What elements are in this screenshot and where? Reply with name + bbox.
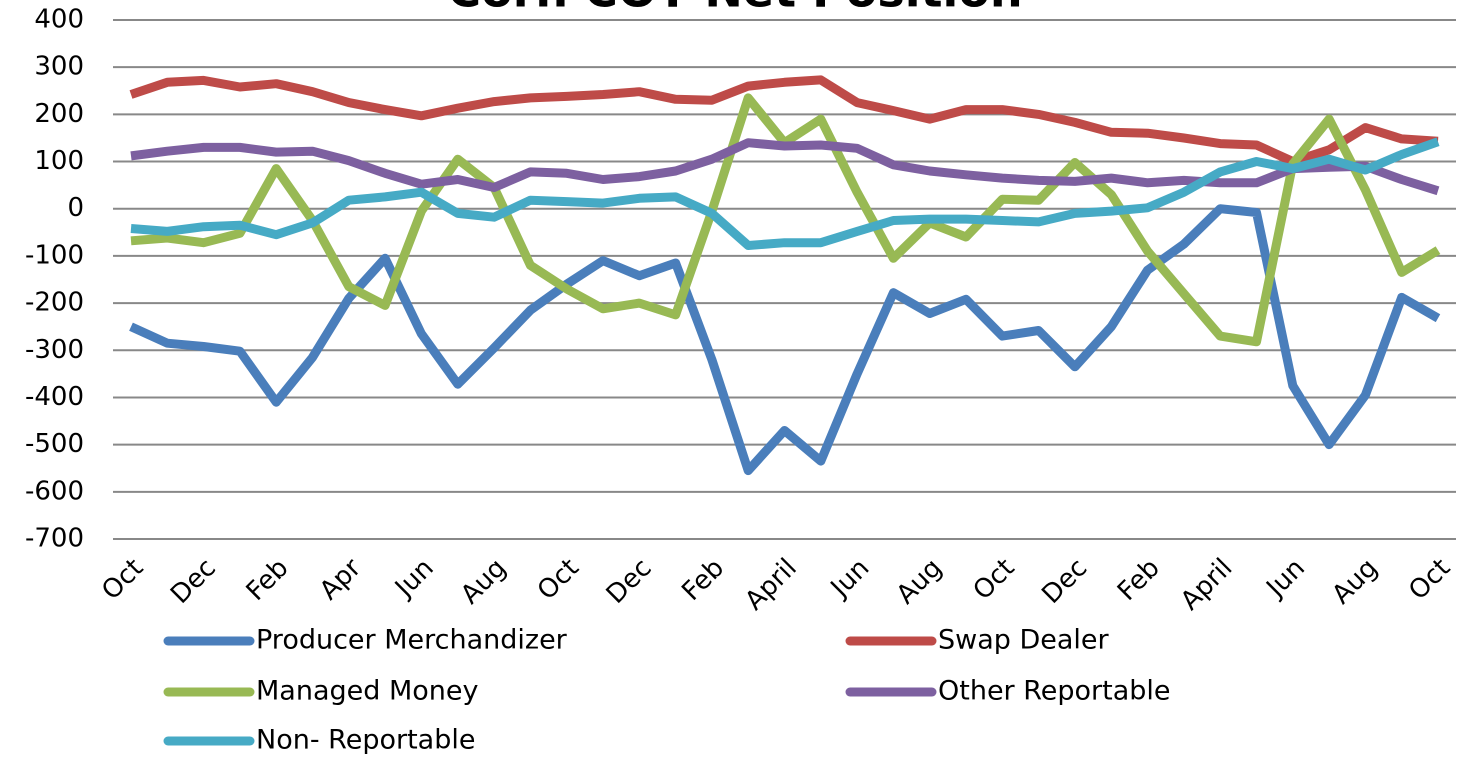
series-line xyxy=(130,137,1440,250)
x-tick-label: Dec xyxy=(165,553,222,610)
y-tick-label: -100 xyxy=(25,240,84,270)
y-tick-label: 100 xyxy=(34,146,84,176)
x-tick-label: Oct xyxy=(532,553,585,606)
y-tick-label: 300 xyxy=(34,52,84,82)
y-tick-label: -300 xyxy=(25,335,84,365)
x-tick-label: Dec xyxy=(601,553,658,610)
legend-item: Managed Money xyxy=(163,676,479,707)
x-tick-label: Feb xyxy=(241,553,295,607)
series-line xyxy=(130,138,1440,196)
x-tick-label: Aug xyxy=(455,553,512,610)
legend-item: Non- Reportable xyxy=(163,725,475,756)
series-line xyxy=(130,93,1441,347)
y-tick-label: -600 xyxy=(25,476,84,506)
x-tick-label: Aug xyxy=(891,553,948,610)
x-tick-label: Apr xyxy=(314,553,367,606)
x-tick-label: Feb xyxy=(1112,553,1166,607)
series-line xyxy=(129,75,1439,166)
y-tick-label: -400 xyxy=(25,382,84,412)
x-tick-label: Oct xyxy=(96,553,149,606)
legend-label: Non- Reportable xyxy=(256,725,475,756)
legend-label: Swap Dealer xyxy=(938,625,1110,656)
y-tick-label: 0 xyxy=(67,193,84,223)
x-tick-label: Jun xyxy=(824,553,875,604)
x-tick-label: Jun xyxy=(388,553,439,604)
y-tick-label: -200 xyxy=(25,288,84,318)
x-tick-label: Jun xyxy=(1260,553,1311,604)
y-tick-label: -500 xyxy=(25,429,84,459)
x-tick-label: April xyxy=(740,553,803,616)
legend-label: Managed Money xyxy=(256,676,479,707)
y-tick-label: -700 xyxy=(25,524,84,554)
x-tick-label: Oct xyxy=(968,553,1021,606)
legend-item: Other Reportable xyxy=(845,676,1171,707)
legend-item: Producer Merchandizer xyxy=(163,625,568,656)
x-tick-label: Aug xyxy=(1327,553,1384,610)
x-tick-label: Dec xyxy=(1036,553,1093,610)
y-tick-label: 400 xyxy=(34,5,84,35)
x-tick-label: April xyxy=(1175,553,1238,616)
series-line xyxy=(129,204,1441,476)
chart-title: Corn COT Net Position xyxy=(447,0,1022,18)
legend-label: Producer Merchandizer xyxy=(256,625,568,656)
legend-label: Other Reportable xyxy=(938,676,1171,707)
x-tick-label: Feb xyxy=(676,553,730,607)
x-tick-label: Oct xyxy=(1403,553,1456,606)
legend-item: Swap Dealer xyxy=(845,625,1110,656)
y-tick-label: 200 xyxy=(34,99,84,129)
